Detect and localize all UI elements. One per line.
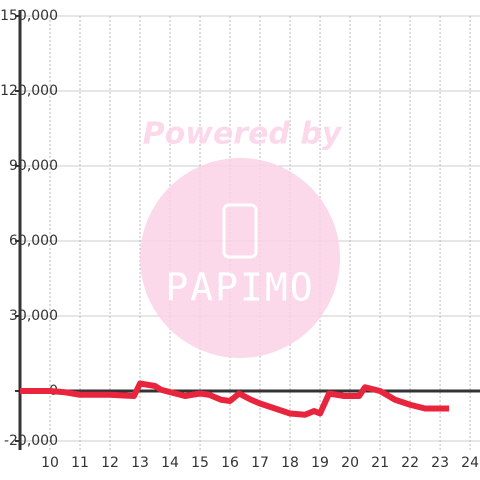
x-tick-label: 15 bbox=[191, 455, 209, 471]
x-tick-label: 24 bbox=[461, 455, 479, 471]
x-tick-label: 16 bbox=[221, 455, 239, 471]
x-tick-label: 17 bbox=[251, 455, 269, 471]
data-line bbox=[20, 380, 450, 418]
y-tick-label: 120,000 bbox=[0, 83, 58, 99]
x-tick-label: 19 bbox=[311, 455, 329, 471]
watermark: Powered by PAPIMO bbox=[140, 117, 343, 358]
x-tick-label: 14 bbox=[161, 455, 179, 471]
x-tick-label: 13 bbox=[131, 455, 149, 471]
x-tick-label: 22 bbox=[401, 455, 419, 471]
y-tick-label: 60,000 bbox=[9, 233, 58, 249]
y-tick-label: -20,000 bbox=[4, 433, 58, 449]
x-tick-label: 12 bbox=[101, 455, 119, 471]
y-tick-label: 150,000 bbox=[0, 8, 58, 24]
watermark-phone bbox=[222, 203, 258, 259]
x-tick-label: 20 bbox=[341, 455, 359, 471]
x-tick-label: 18 bbox=[281, 455, 299, 471]
x-tick-label: 23 bbox=[431, 455, 449, 471]
y-tick-label: 90,000 bbox=[9, 158, 58, 174]
watermark-text: Powered by bbox=[143, 117, 343, 152]
x-tick-label: 21 bbox=[371, 455, 389, 471]
x-tick-label: 11 bbox=[71, 455, 89, 471]
y-tick-label: 30,000 bbox=[9, 308, 58, 324]
watermark-logo: PAPIMO bbox=[165, 266, 314, 310]
x-tick-label: 10 bbox=[41, 455, 59, 471]
